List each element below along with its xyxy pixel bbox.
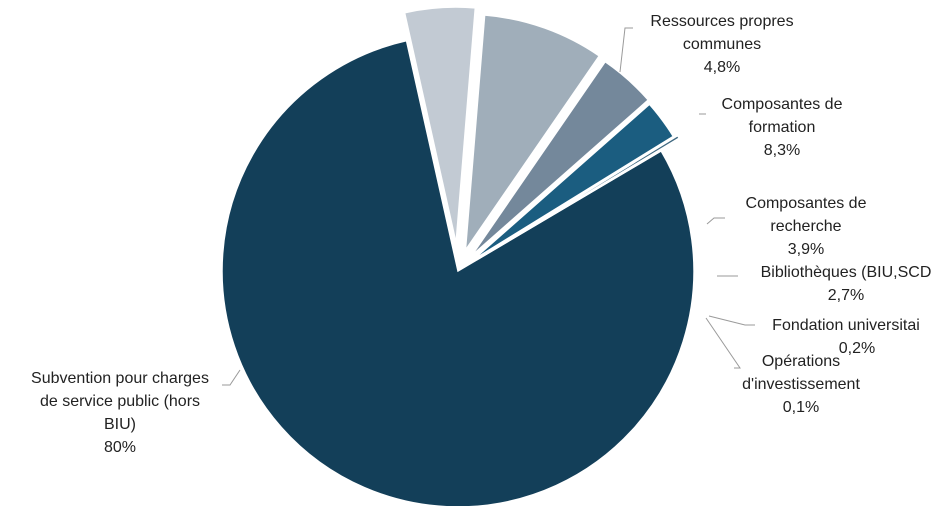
data-label-percent: 80% [104, 439, 136, 456]
data-label-percent: 3,9% [788, 241, 824, 258]
data-label-percent: 2,7% [828, 287, 864, 304]
data-label-line: de service public (hors [40, 393, 200, 410]
data-label-percent: 8,3% [764, 142, 800, 159]
data-label-percent: 4,8% [704, 59, 740, 76]
data-label-percent-fondation-universitaire: 0,2% [839, 340, 875, 357]
pie-slice-composantes-de-formation [464, 14, 601, 254]
data-label-line: Bibliothèques (BIU,SCD [761, 264, 932, 281]
pie-slice-subvention-pour-charges-de-service-public-hors-biu [221, 39, 695, 506]
data-label-line: Composantes de [746, 195, 867, 212]
pie-slices [221, 6, 695, 506]
data-label-line: Ressources propres [650, 13, 793, 30]
pie-slice-composantes-de-recherche [470, 60, 650, 257]
data-label-ressources-propres-communes: Ressources propres communes 4,8% [650, 13, 793, 76]
data-label-line: Composantes de [722, 96, 843, 113]
data-label-line: formation [749, 119, 816, 136]
data-label-line: BIU) [104, 416, 136, 433]
data-label-line: Opérations [762, 353, 840, 370]
leader-line-composantes-de-recherche [706, 217, 725, 225]
data-label-bibliotheques-biu-scd: Bibliothèques (BIU,SCD 2,7% [761, 264, 932, 304]
leader-line-subvention-pour-charges-de-service-public-hors-biu [222, 369, 241, 386]
data-label-fondation-universitaire: Fondation universitai [772, 317, 920, 334]
data-label-percent: 0,1% [783, 399, 819, 416]
data-label-composantes-de-recherche: Composantes de recherche 3,9% [746, 195, 867, 258]
leader-line-ressources-propres-communes [619, 27, 633, 73]
data-label-line: Fondation universitai [772, 317, 920, 334]
data-label-operations-d-investissement: Opérations d'investissement 0,1% [742, 353, 860, 416]
data-label-composantes-de-formation: Composantes de formation 8,3% [722, 96, 843, 159]
leader-line-fondation-universitaire [708, 315, 755, 326]
pie-slice-operations-d-investissement [476, 137, 682, 261]
data-label-line: Subvention pour charges [31, 370, 209, 387]
data-label-line: recherche [770, 218, 841, 235]
pie-slice-bibliotheques-biu-scd [471, 103, 675, 261]
pie-slice-ressources-propres-communes [403, 6, 477, 244]
data-label-line: communes [683, 36, 761, 53]
data-labels: Subvention pour charges de service public… [31, 13, 931, 456]
data-label-line: d'investissement [742, 376, 860, 393]
data-label-subvention-pour-charges-de-service-public-hors-biu: Subvention pour charges de service public… [31, 370, 209, 456]
leader-lines [222, 27, 755, 386]
leader-line-operations-d-investissement [705, 317, 741, 369]
